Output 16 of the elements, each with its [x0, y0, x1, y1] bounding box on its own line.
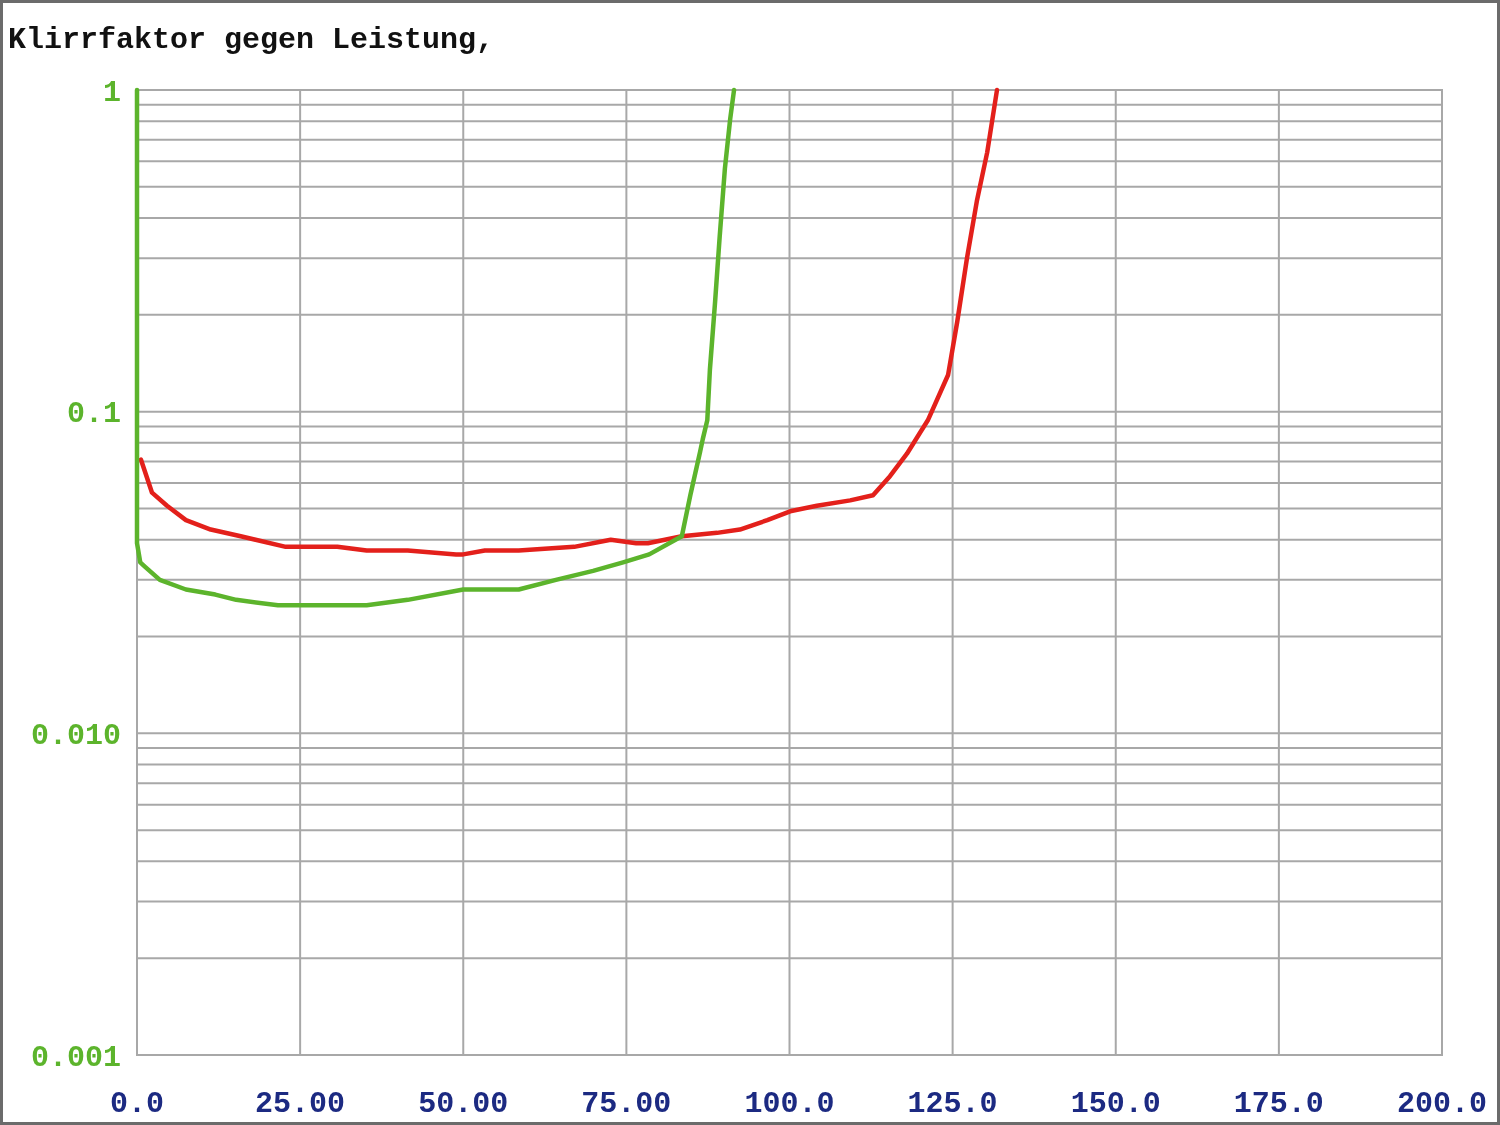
x-tick-label: 50.00: [418, 1087, 509, 1121]
y-tick-label: 0.001: [30, 1040, 121, 1075]
x-tick-label: 125.0: [907, 1087, 998, 1121]
x-tick-label: 25.00: [255, 1087, 346, 1121]
y-tick-label: 0.010: [30, 718, 121, 753]
x-tick-label: 150.0: [1070, 1087, 1161, 1121]
line-series: [134, 87, 737, 608]
x-tick-label: 175.0: [1233, 1087, 1324, 1121]
x-tick-label: 200.0: [1396, 1087, 1488, 1121]
chart-title: Klirrfaktor gegen Leistung,: [8, 23, 495, 57]
x-tick-label: 100.0: [744, 1087, 835, 1121]
y-tick-label: 1: [102, 75, 121, 110]
y-tick-label: 0.1: [66, 397, 121, 432]
line-series: [138, 87, 1000, 557]
x-tick-label: 0.0: [109, 1087, 165, 1121]
x-tick-label: 75.00: [581, 1087, 672, 1121]
